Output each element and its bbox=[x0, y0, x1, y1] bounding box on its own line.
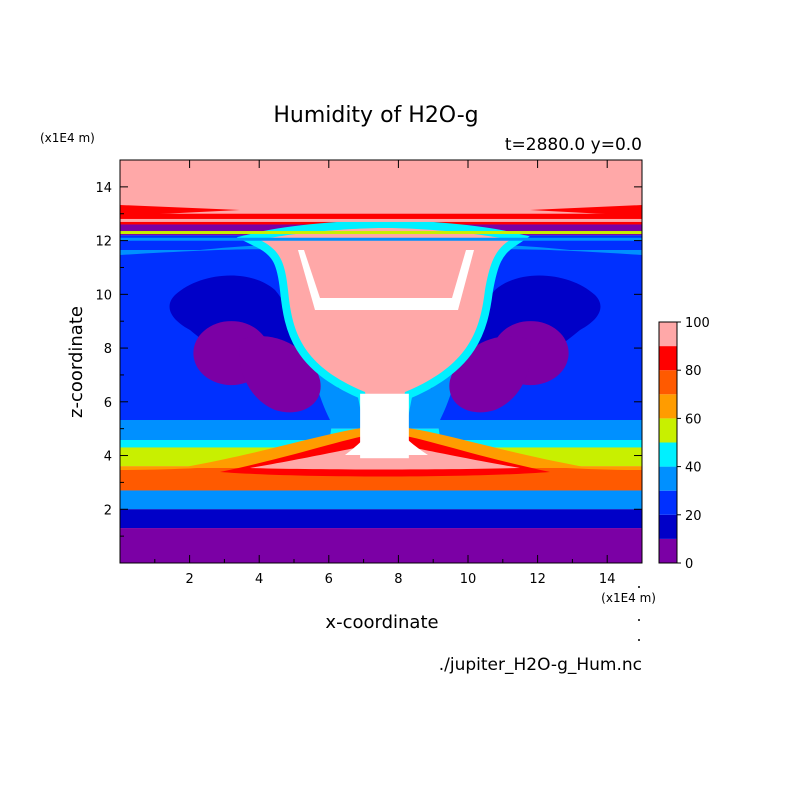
supersaturated-region bbox=[298, 250, 474, 310]
contour-layer bbox=[120, 528, 642, 563]
colorbar-swatch bbox=[659, 394, 677, 419]
x-tick-label: 2 bbox=[185, 572, 193, 587]
decor-dot bbox=[638, 639, 640, 641]
colorbar-swatch bbox=[659, 418, 677, 443]
x-tick-label: 14 bbox=[599, 572, 616, 587]
colorbar-tick-label: 20 bbox=[685, 509, 702, 524]
y-tick-label: 12 bbox=[95, 235, 112, 250]
x-tick-label: 12 bbox=[529, 572, 546, 587]
dry-lobe bbox=[239, 336, 321, 413]
y-tick-label: 14 bbox=[95, 181, 112, 196]
y-axis-label: z-coordinate bbox=[66, 306, 87, 418]
colorbar: 0 20 40 60 80 100 bbox=[658, 316, 710, 572]
supersaturated-region bbox=[345, 420, 428, 455]
chart-title: Humidity of H2O-g bbox=[273, 103, 478, 128]
colorbar-frame bbox=[658, 321, 678, 564]
decor-dot bbox=[638, 619, 640, 621]
contour-line bbox=[120, 231, 642, 235]
colorbar-tick-label: 100 bbox=[685, 316, 710, 331]
x-tick-label: 10 bbox=[460, 572, 477, 587]
x-tick-label: 6 bbox=[325, 572, 333, 587]
colorbar-tick-label: 80 bbox=[685, 364, 702, 379]
colorbar-swatch bbox=[659, 322, 677, 347]
y-tick-label: 8 bbox=[104, 342, 112, 357]
x-tick-label: 4 bbox=[255, 572, 263, 587]
decor-dot bbox=[638, 586, 640, 588]
y-axis-ticks: 2 4 6 8 10 12 14 bbox=[95, 181, 642, 537]
x-axis-label: x-coordinate bbox=[325, 612, 438, 633]
colorbar-swatch bbox=[659, 490, 677, 515]
contour-layer bbox=[120, 168, 642, 214]
colorbar-tick-label: 0 bbox=[685, 557, 693, 572]
contour-layer bbox=[120, 490, 642, 510]
contour-layer bbox=[120, 509, 642, 529]
filename-label: ./jupiter_H2O-g_Hum.nc bbox=[439, 655, 642, 675]
y-tick-label: 6 bbox=[104, 396, 112, 411]
cloud-anvil bbox=[260, 228, 510, 430]
x-tick-label: 8 bbox=[394, 572, 402, 587]
y-unit-label: (x1E4 m) bbox=[40, 131, 95, 145]
contour-plot bbox=[120, 160, 642, 563]
y-tick-label: 2 bbox=[104, 503, 112, 518]
y-tick-label: 4 bbox=[104, 450, 112, 465]
colorbar-tick-label: 40 bbox=[685, 461, 702, 476]
contour-band bbox=[120, 205, 240, 216]
colorbar-swatch bbox=[659, 370, 677, 395]
chart-subtitle: t=2880.0 y=0.0 bbox=[505, 135, 642, 155]
plot-frame bbox=[119, 159, 643, 564]
contour-band bbox=[530, 205, 642, 216]
colorbar-swatch bbox=[659, 538, 677, 563]
colorbar-swatch bbox=[659, 466, 677, 491]
contour-line bbox=[120, 237, 642, 241]
colorbar-tick-label: 60 bbox=[685, 412, 702, 427]
colorbar-swatch bbox=[659, 442, 677, 467]
y-tick-label: 10 bbox=[95, 288, 112, 303]
contour-line bbox=[120, 218, 642, 222]
x-axis-ticks: 2 4 6 8 10 12 14 bbox=[154, 160, 616, 587]
colorbar-swatch bbox=[659, 514, 677, 539]
colorbar-swatch bbox=[659, 346, 677, 371]
x-unit-label: (x1E4 m) bbox=[601, 591, 656, 605]
